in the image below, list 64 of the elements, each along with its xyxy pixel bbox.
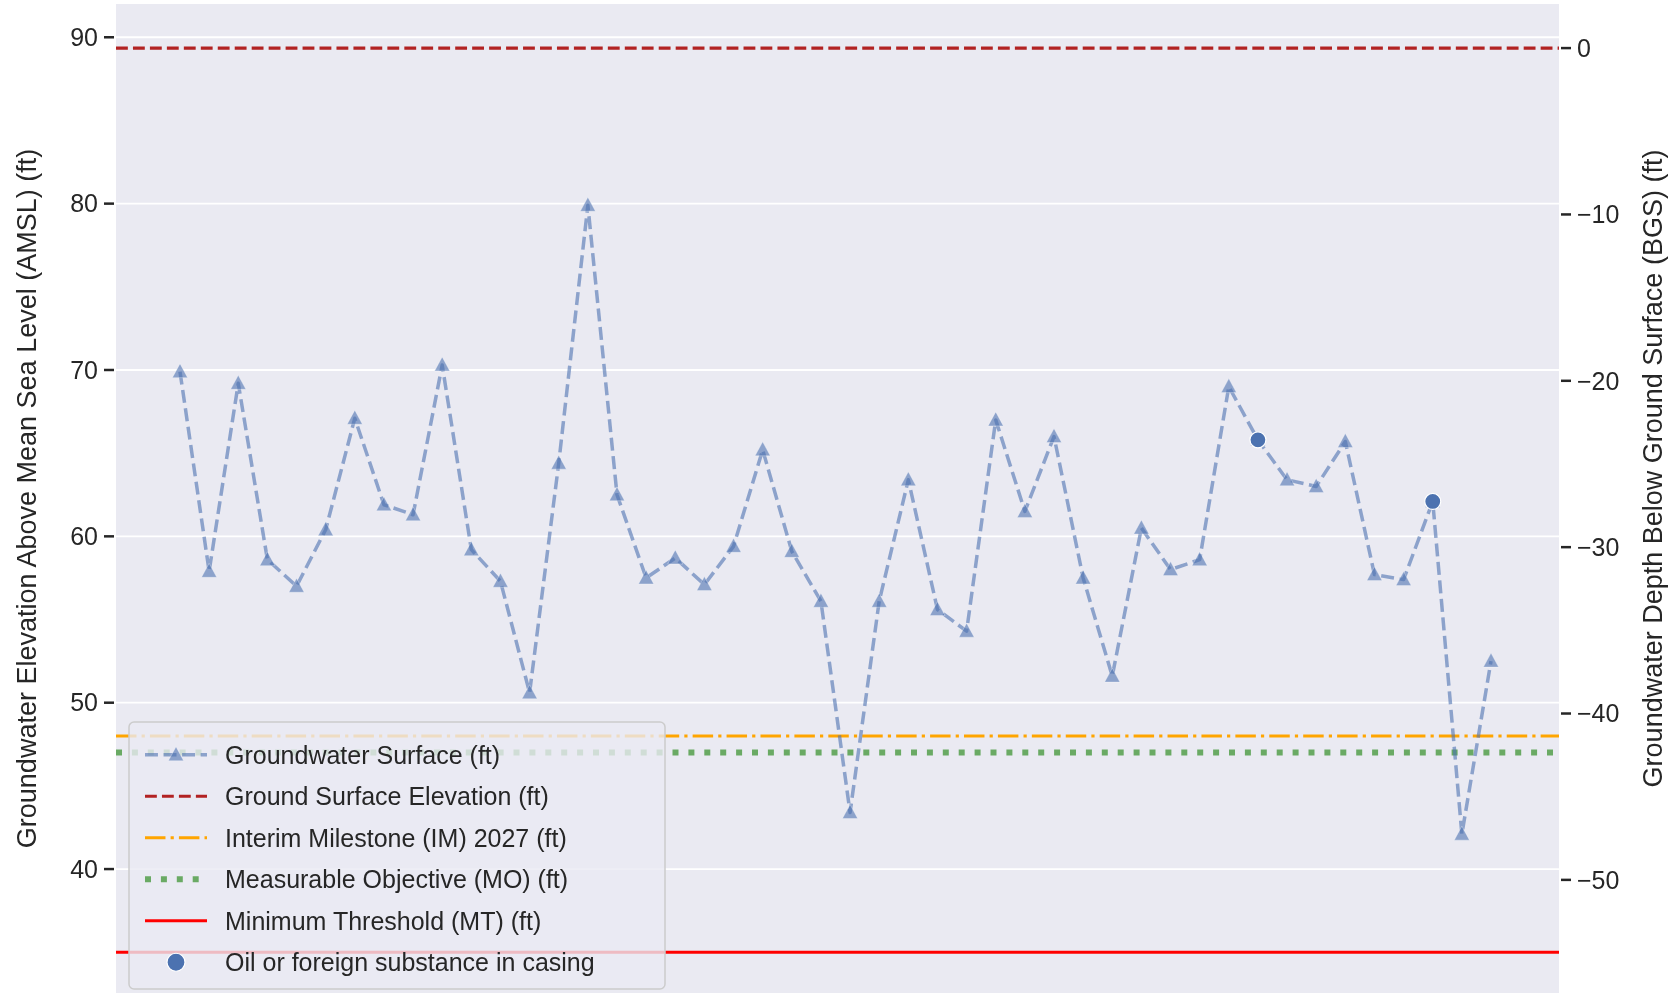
point	[725, 537, 742, 553]
legend-label: Measurable Objective (MO) (ft)	[225, 865, 569, 893]
point	[1075, 569, 1092, 585]
point	[696, 576, 713, 591]
point	[754, 441, 771, 457]
y-tick-label: 50	[70, 688, 98, 717]
point	[550, 454, 567, 470]
point	[230, 374, 247, 390]
point	[1220, 378, 1237, 394]
point	[492, 572, 509, 588]
point	[1308, 478, 1325, 493]
y2-tick-label: −10	[1577, 200, 1620, 229]
y-tick-label: 80	[70, 189, 98, 218]
legend-label: Oil or foreign substance in casing	[225, 948, 595, 976]
point	[521, 684, 538, 700]
point	[783, 542, 800, 558]
point	[812, 592, 829, 608]
y-tick-label: 90	[70, 23, 98, 52]
y2-axis-title: Groundwater Depth Below Ground Surface (BGS) (ft)	[1638, 149, 1668, 788]
y2-tick-label: −20	[1577, 366, 1620, 395]
point	[434, 356, 451, 372]
point	[579, 196, 596, 212]
point	[317, 521, 334, 537]
y2-tick-label: 0	[1577, 33, 1591, 62]
point	[958, 622, 975, 638]
point	[1395, 571, 1412, 586]
point	[667, 549, 684, 565]
y-tick-label: 40	[70, 854, 98, 883]
point	[1133, 519, 1150, 535]
point	[259, 551, 276, 567]
y2-tick-label: −30	[1577, 532, 1620, 561]
point	[1104, 667, 1121, 683]
y2-tick-label: −40	[1577, 699, 1620, 728]
point	[1453, 825, 1470, 841]
point	[405, 506, 422, 522]
point	[1483, 652, 1499, 668]
point	[987, 411, 1004, 427]
legend-label: Interim Milestone (IM) 2027 (ft)	[225, 823, 567, 852]
point	[172, 363, 188, 379]
point	[463, 541, 480, 557]
point	[1337, 433, 1354, 448]
point	[288, 577, 305, 593]
point	[929, 601, 946, 616]
y-axis-title: Groundwater Elevation Above Mean Sea Level (AMSL) (ft)	[12, 148, 42, 849]
legend-label: Ground Surface Elevation (ft)	[225, 782, 549, 810]
legend-label: Minimum Threshold (MT) (ft)	[225, 906, 542, 935]
point	[638, 569, 655, 585]
point	[1046, 428, 1062, 443]
point	[1162, 561, 1179, 577]
y2-tick-label: −50	[1577, 865, 1620, 894]
point	[375, 496, 392, 512]
point	[346, 409, 363, 425]
point	[201, 562, 218, 578]
point	[1279, 471, 1296, 487]
point	[900, 471, 917, 487]
y-tick-label: 70	[70, 355, 98, 384]
point	[609, 486, 625, 502]
y-tick-label: 60	[70, 522, 98, 551]
legend-label: Groundwater Surface (ft)	[225, 740, 501, 769]
point	[871, 592, 888, 608]
point	[1366, 566, 1383, 582]
point	[1191, 551, 1208, 567]
point	[1016, 502, 1033, 518]
point	[842, 804, 859, 819]
